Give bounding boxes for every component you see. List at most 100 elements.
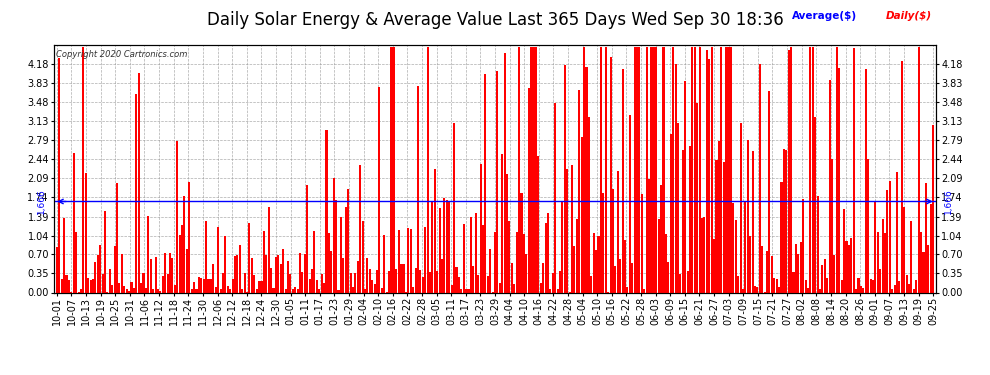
Bar xyxy=(195,289,198,292)
Bar xyxy=(797,254,799,292)
Bar xyxy=(561,202,563,292)
Bar xyxy=(632,262,634,292)
Bar xyxy=(116,183,118,292)
Bar xyxy=(571,165,573,292)
Text: Copyright 2020 Cartronics.com: Copyright 2020 Cartronics.com xyxy=(56,50,187,59)
Bar xyxy=(164,253,166,292)
Bar xyxy=(420,270,422,292)
Bar xyxy=(119,283,121,292)
Bar xyxy=(75,232,77,292)
Bar xyxy=(920,232,922,292)
Bar xyxy=(210,279,212,292)
Bar xyxy=(754,286,756,292)
Bar xyxy=(244,273,246,292)
Bar xyxy=(538,156,540,292)
Bar xyxy=(148,216,149,292)
Bar xyxy=(338,290,340,292)
Bar xyxy=(516,232,518,292)
Bar xyxy=(265,255,267,292)
Bar xyxy=(877,232,879,292)
Bar xyxy=(860,286,862,292)
Bar xyxy=(462,224,464,292)
Bar xyxy=(407,228,409,292)
Bar xyxy=(323,283,325,292)
Bar xyxy=(761,246,763,292)
Bar xyxy=(740,123,742,292)
Bar xyxy=(432,201,434,292)
Bar xyxy=(896,172,898,292)
Bar xyxy=(573,246,575,292)
Bar xyxy=(841,280,842,292)
Bar xyxy=(114,246,116,292)
Bar xyxy=(248,223,250,292)
Bar xyxy=(289,274,291,292)
Bar xyxy=(701,218,703,292)
Bar xyxy=(340,217,342,292)
Bar xyxy=(55,247,57,292)
Bar xyxy=(136,94,138,292)
Bar xyxy=(605,46,607,292)
Bar xyxy=(901,61,903,292)
Bar xyxy=(746,140,748,292)
Bar xyxy=(470,217,472,292)
Bar xyxy=(415,268,417,292)
Bar xyxy=(186,249,188,292)
Bar xyxy=(121,254,123,292)
Bar xyxy=(138,74,140,292)
Bar xyxy=(318,289,321,292)
Bar xyxy=(733,204,735,292)
Bar xyxy=(487,276,489,292)
Bar xyxy=(58,58,60,292)
Bar xyxy=(441,259,444,292)
Bar xyxy=(518,46,520,292)
Bar xyxy=(756,287,758,292)
Bar xyxy=(465,289,467,292)
Bar xyxy=(496,72,498,292)
Bar xyxy=(775,279,778,292)
Bar xyxy=(424,227,427,292)
Bar xyxy=(253,275,255,292)
Bar xyxy=(239,245,241,292)
Bar xyxy=(183,196,185,292)
Bar xyxy=(780,182,782,292)
Bar xyxy=(696,103,698,292)
Bar xyxy=(807,288,809,292)
Bar xyxy=(364,289,366,292)
Bar xyxy=(894,285,896,292)
Bar xyxy=(590,276,592,292)
Bar xyxy=(800,242,802,292)
Bar xyxy=(612,189,614,292)
Bar xyxy=(862,288,864,292)
Bar xyxy=(188,182,190,292)
Bar xyxy=(450,285,452,292)
Bar xyxy=(585,67,587,292)
Bar xyxy=(852,48,854,292)
Bar xyxy=(617,171,619,292)
Bar xyxy=(166,274,168,292)
Bar xyxy=(713,239,715,292)
Bar xyxy=(923,252,925,292)
Bar xyxy=(371,280,373,292)
Bar xyxy=(566,169,568,292)
Bar xyxy=(277,255,279,292)
Bar xyxy=(730,46,732,292)
Bar xyxy=(89,279,92,292)
Bar xyxy=(829,80,831,292)
Bar xyxy=(738,276,740,292)
Bar xyxy=(595,250,597,292)
Bar xyxy=(161,276,163,292)
Bar xyxy=(457,277,460,292)
Bar xyxy=(331,251,333,292)
Bar xyxy=(208,279,210,292)
Bar xyxy=(598,236,600,292)
Bar xyxy=(679,274,681,292)
Bar xyxy=(827,278,829,292)
Bar xyxy=(453,123,455,292)
Bar xyxy=(559,271,561,292)
Bar xyxy=(460,289,462,292)
Bar xyxy=(316,280,318,292)
Bar xyxy=(699,46,701,292)
Bar xyxy=(220,289,222,292)
Bar xyxy=(667,262,669,292)
Text: Daily Solar Energy & Average Value Last 365 Days Wed Sep 30 18:36: Daily Solar Energy & Average Value Last … xyxy=(207,11,783,29)
